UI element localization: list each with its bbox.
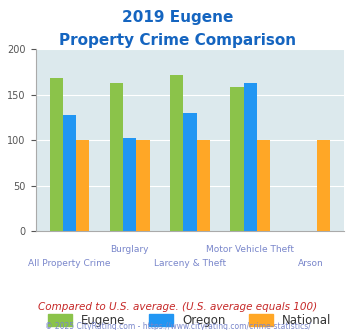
- Text: Larceny & Theft: Larceny & Theft: [154, 259, 226, 268]
- Bar: [50, 78, 63, 231]
- Legend: Eugene, Oregon, National: Eugene, Oregon, National: [43, 310, 337, 330]
- Bar: [244, 83, 257, 231]
- Text: © 2025 CityRating.com - https://www.cityrating.com/crime-statistics/: © 2025 CityRating.com - https://www.city…: [45, 322, 310, 330]
- Text: Motor Vehicle Theft: Motor Vehicle Theft: [206, 245, 294, 254]
- Bar: [257, 140, 270, 231]
- Text: Property Crime Comparison: Property Crime Comparison: [59, 33, 296, 48]
- Text: Compared to U.S. average. (U.S. average equals 100): Compared to U.S. average. (U.S. average …: [38, 302, 317, 312]
- Bar: [76, 140, 89, 231]
- Bar: [123, 138, 136, 231]
- Bar: [230, 87, 244, 231]
- Bar: [110, 83, 123, 231]
- Bar: [183, 113, 197, 231]
- Text: Arson: Arson: [297, 259, 323, 268]
- Bar: [63, 115, 76, 231]
- Text: Burglary: Burglary: [110, 245, 149, 254]
- Text: All Property Crime: All Property Crime: [28, 259, 111, 268]
- Bar: [197, 140, 210, 231]
- Bar: [170, 75, 183, 231]
- Bar: [136, 140, 149, 231]
- Bar: [317, 140, 330, 231]
- Text: 2019 Eugene: 2019 Eugene: [122, 10, 233, 25]
